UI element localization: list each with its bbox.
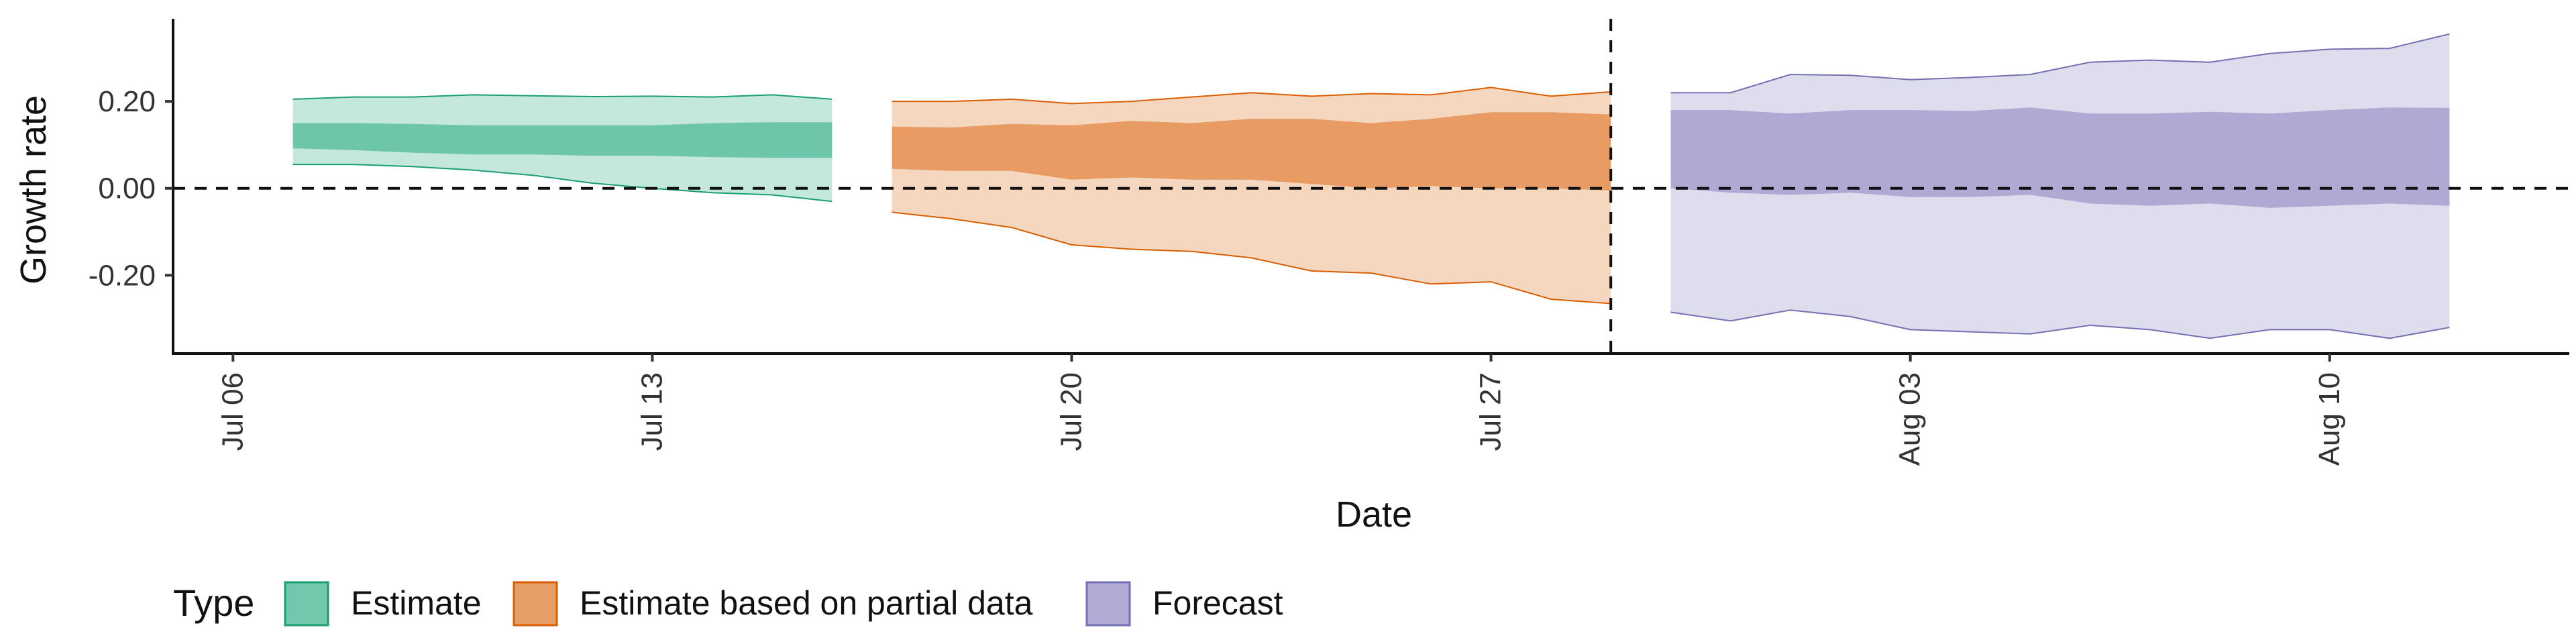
y-tick-label: 0.00 [98, 172, 156, 205]
legend-label-0: Estimate [351, 584, 482, 622]
outer-lower-line [892, 211, 1611, 305]
legend-title: Type [173, 582, 254, 624]
outer-lower-line [292, 164, 833, 203]
legend-key-1 [513, 581, 558, 627]
series-1 [892, 87, 1611, 305]
x-tick-label: Aug 03 [1894, 372, 1927, 466]
x-axis-title: Date [1336, 494, 1412, 535]
legend-key-2 [1085, 581, 1131, 627]
legend-label-2: Forecast [1152, 584, 1283, 622]
x-tick-label: Jul 27 [1474, 372, 1507, 451]
y-axis-title: Growth rate [13, 95, 54, 284]
y-tick-label: -0.20 [89, 259, 156, 292]
series-0 [292, 94, 833, 203]
outer-upper-line [1670, 33, 2450, 94]
outer-upper-line [892, 87, 1611, 105]
x-tick-label: Aug 10 [2313, 372, 2346, 466]
inner-band [1670, 107, 2450, 208]
legend-key-0 [284, 581, 329, 627]
outer-lower-line [1670, 309, 2450, 339]
x-tick-label: Jul 13 [635, 372, 668, 451]
y-tick-label: 0.20 [98, 85, 156, 118]
x-tick-label: Jul 06 [216, 372, 249, 451]
outer-upper-line [292, 94, 833, 100]
series-bands [292, 33, 2450, 339]
axes [172, 19, 2569, 355]
series-2 [1670, 33, 2450, 339]
x-tick-label: Jul 20 [1055, 372, 1088, 451]
legend-label-1: Estimate based on partial data [580, 584, 1033, 622]
legend: Type Estimate Estimate based on partial d… [173, 581, 1283, 627]
inner-band [892, 112, 1611, 191]
inner-band [292, 122, 833, 158]
tick-group: 0.20 0.00 -0.20 Jul 06 Jul 13 Jul 20 Jul 27 Aug… [89, 85, 2346, 466]
reference-lines [173, 19, 2569, 354]
